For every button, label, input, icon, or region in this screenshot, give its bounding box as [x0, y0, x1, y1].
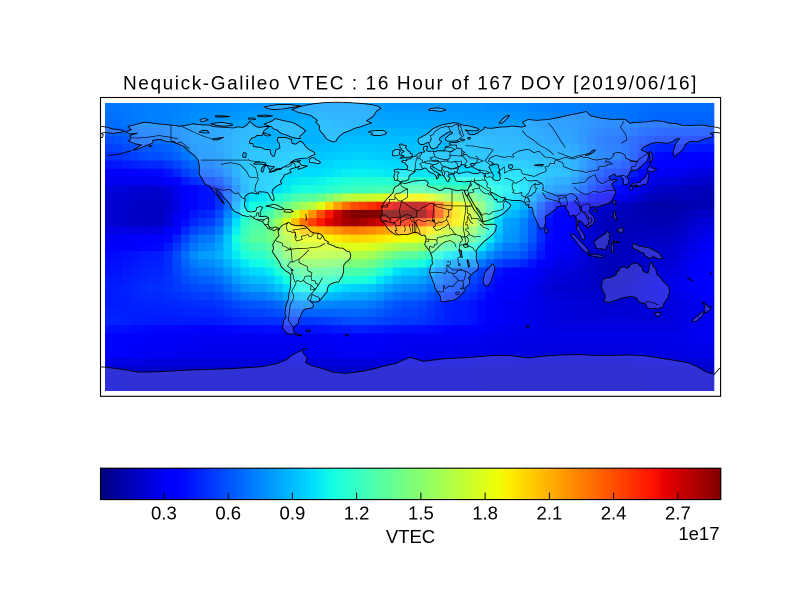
- svg-text:0.9: 0.9: [280, 503, 306, 524]
- svg-text:1e17: 1e17: [678, 523, 719, 544]
- svg-text:VTEC: VTEC: [386, 526, 435, 547]
- svg-text:1.2: 1.2: [344, 503, 370, 524]
- svg-text:1.5: 1.5: [408, 503, 434, 524]
- svg-text:1.8: 1.8: [472, 503, 498, 524]
- svg-text:Nequick-Galileo VTEC : 16 Hour: Nequick-Galileo VTEC : 16 Hour of 167 DO…: [123, 73, 698, 94]
- svg-text:0.6: 0.6: [215, 503, 241, 524]
- svg-text:2.1: 2.1: [537, 503, 563, 524]
- svg-text:0.3: 0.3: [151, 503, 177, 524]
- svg-text:2.4: 2.4: [601, 503, 627, 524]
- svg-text:2.7: 2.7: [665, 503, 691, 524]
